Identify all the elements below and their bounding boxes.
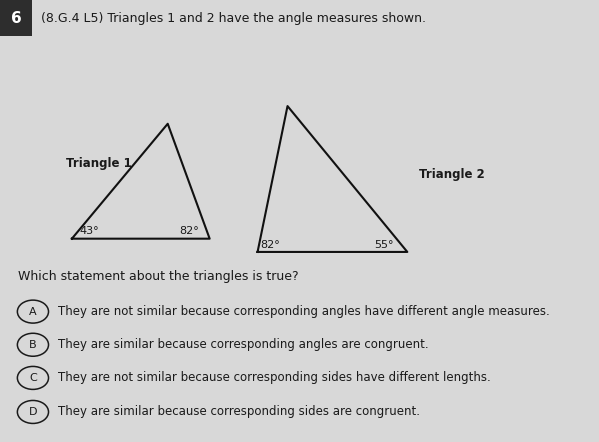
Text: B: B: [29, 340, 37, 350]
Text: They are not similar because corresponding angles have different angle measures.: They are not similar because correspondi…: [58, 305, 550, 318]
Text: D: D: [29, 407, 37, 417]
Text: They are not similar because corresponding sides have different lengths.: They are not similar because correspondi…: [58, 371, 491, 385]
Text: 55°: 55°: [374, 240, 394, 250]
Text: They are similar because corresponding sides are congruent.: They are similar because corresponding s…: [58, 405, 420, 419]
Text: (8.G.4 L5) Triangles 1 and 2 have the angle measures shown.: (8.G.4 L5) Triangles 1 and 2 have the an…: [41, 11, 426, 25]
Text: A: A: [29, 307, 37, 316]
Text: Triangle 1: Triangle 1: [66, 157, 132, 170]
Text: 82°: 82°: [261, 240, 280, 250]
Text: 43°: 43°: [79, 226, 99, 236]
Text: C: C: [29, 373, 37, 383]
Text: 6: 6: [11, 11, 22, 26]
Text: Triangle 2: Triangle 2: [419, 168, 485, 181]
FancyBboxPatch shape: [0, 0, 32, 36]
Text: Which statement about the triangles is true?: Which statement about the triangles is t…: [18, 270, 298, 283]
Text: They are similar because corresponding angles are congruent.: They are similar because corresponding a…: [58, 338, 429, 351]
Text: 82°: 82°: [180, 226, 199, 236]
